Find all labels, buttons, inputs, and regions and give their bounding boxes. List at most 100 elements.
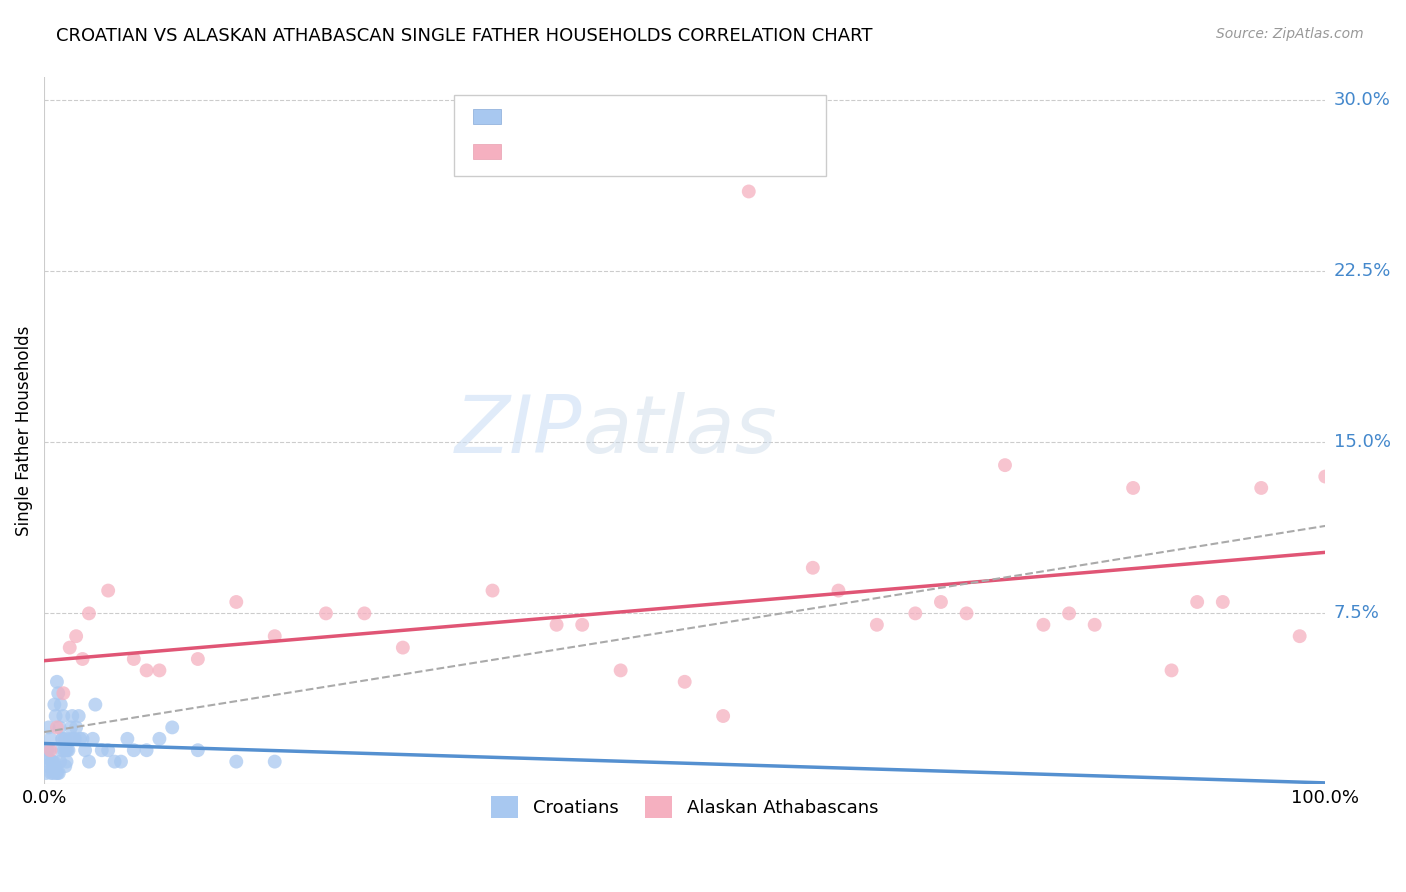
Point <box>353 607 375 621</box>
Point <box>35 750 58 764</box>
Point <box>571 617 593 632</box>
Point <box>801 561 824 575</box>
Point <box>263 629 285 643</box>
Point <box>1084 617 1107 632</box>
Point <box>135 664 157 678</box>
Text: ZIP: ZIP <box>454 392 582 470</box>
Text: 7.5%: 7.5% <box>1334 605 1379 623</box>
Point <box>42 766 65 780</box>
Point <box>122 743 145 757</box>
Point <box>866 617 889 632</box>
Point <box>45 709 67 723</box>
Point <box>103 755 125 769</box>
Point <box>39 766 62 780</box>
Point <box>53 759 76 773</box>
Point <box>609 664 631 678</box>
Point <box>90 743 112 757</box>
Point <box>60 709 83 723</box>
FancyBboxPatch shape <box>474 109 502 124</box>
Point <box>41 755 63 769</box>
Point <box>63 731 86 746</box>
Point <box>46 686 69 700</box>
Point <box>72 731 94 746</box>
Point <box>117 731 139 746</box>
Point <box>481 583 503 598</box>
Point <box>929 595 952 609</box>
Text: atlas: atlas <box>582 392 778 470</box>
Point <box>38 720 60 734</box>
Point <box>1185 595 1208 609</box>
Point <box>315 607 337 621</box>
Point <box>48 720 70 734</box>
Point <box>35 766 58 780</box>
Point <box>65 720 87 734</box>
Point <box>97 743 120 757</box>
Point <box>1160 664 1182 678</box>
Point <box>546 617 568 632</box>
Point <box>45 674 67 689</box>
Point <box>225 595 247 609</box>
Text: CROATIAN VS ALASKAN ATHABASCAN SINGLE FATHER HOUSEHOLDS CORRELATION CHART: CROATIAN VS ALASKAN ATHABASCAN SINGLE FA… <box>56 27 873 45</box>
Text: R = 0.239   N = 60: R = 0.239 N = 60 <box>517 107 688 125</box>
Point <box>148 731 170 746</box>
Text: 22.5%: 22.5% <box>1334 262 1391 280</box>
Point <box>42 755 65 769</box>
Point <box>711 709 734 723</box>
Point <box>52 709 75 723</box>
Point <box>75 743 97 757</box>
Legend: Croatians, Alaskan Athabascans: Croatians, Alaskan Athabascans <box>484 789 886 825</box>
Point <box>59 640 82 655</box>
Point <box>65 629 87 643</box>
Point <box>55 755 77 769</box>
FancyBboxPatch shape <box>454 95 825 177</box>
Point <box>52 686 75 700</box>
Point <box>673 674 696 689</box>
Point <box>135 743 157 757</box>
Point <box>51 743 73 757</box>
Point <box>48 766 70 780</box>
Point <box>738 185 761 199</box>
Point <box>52 731 75 746</box>
Point <box>77 607 100 621</box>
Text: 15.0%: 15.0% <box>1334 434 1391 451</box>
Point <box>44 698 66 712</box>
FancyBboxPatch shape <box>474 144 502 160</box>
Text: R = 0.606   N = 41: R = 0.606 N = 41 <box>517 143 688 161</box>
Text: Source: ZipAtlas.com: Source: ZipAtlas.com <box>1216 27 1364 41</box>
Point <box>122 652 145 666</box>
Point <box>51 731 73 746</box>
Point <box>955 607 977 621</box>
Point <box>1250 481 1272 495</box>
Y-axis label: Single Father Households: Single Father Households <box>15 326 32 536</box>
Point <box>72 652 94 666</box>
Point <box>69 731 91 746</box>
Text: 30.0%: 30.0% <box>1334 91 1391 109</box>
Point <box>263 755 285 769</box>
Point <box>56 743 79 757</box>
Point <box>392 640 415 655</box>
Point <box>59 731 82 746</box>
Point <box>160 720 183 734</box>
Point <box>1032 617 1054 632</box>
Point <box>67 709 90 723</box>
Point <box>77 755 100 769</box>
Point <box>52 743 75 757</box>
Point <box>38 755 60 769</box>
Point <box>97 583 120 598</box>
Point <box>39 743 62 757</box>
Point <box>53 731 76 746</box>
Point <box>37 743 59 757</box>
Point <box>44 759 66 773</box>
Point <box>45 766 67 780</box>
Point <box>994 458 1017 472</box>
Point <box>110 755 132 769</box>
Point <box>225 755 247 769</box>
Point <box>1122 481 1144 495</box>
Point <box>1212 595 1234 609</box>
Point <box>82 731 104 746</box>
Point <box>46 766 69 780</box>
Point <box>84 698 107 712</box>
Point <box>1315 469 1337 483</box>
Point <box>1057 607 1080 621</box>
Point <box>148 664 170 678</box>
